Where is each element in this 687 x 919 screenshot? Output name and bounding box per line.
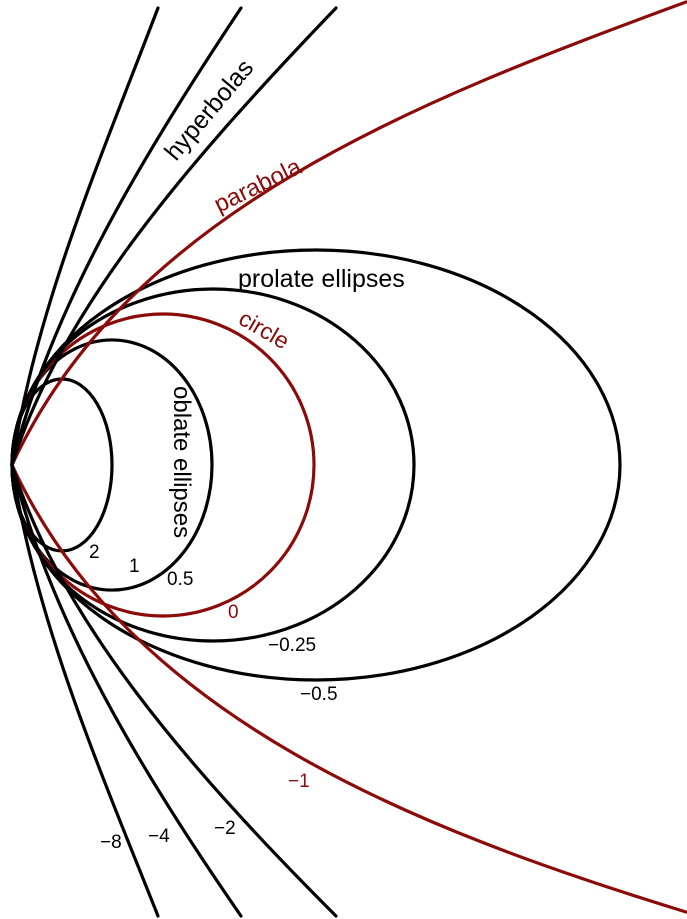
curve-label-0.5: 0.5 (167, 569, 193, 590)
label-circle: circle (235, 305, 294, 354)
curve-k-neg0.5 (10, 248, 622, 682)
curve-label-neg0.5: −0.5 (300, 684, 338, 705)
label-parabola: parabola (210, 153, 306, 219)
label-prolate-ellipses: prolate ellipses (238, 265, 405, 293)
curve-k-neg8 (10, 6, 160, 918)
curve-label-2: 2 (89, 542, 100, 563)
curve-label-neg4: −4 (148, 826, 170, 847)
curve-label-neg1: −1 (288, 771, 310, 792)
curve-k-neg0.25 (10, 287, 416, 643)
curve-k-2 (10, 377, 114, 553)
curve-k-1 (10, 338, 214, 592)
label-oblate-ellipses: oblate ellipses (168, 386, 195, 538)
curve-k-0 (10, 312, 316, 618)
curve-label-neg2: −2 (214, 818, 236, 839)
curve-label-1: 1 (129, 556, 140, 577)
curve-label-neg0.25: −0.25 (268, 635, 316, 656)
curve-label-0: 0 (228, 602, 239, 623)
curve-label-neg8: −8 (100, 832, 122, 853)
